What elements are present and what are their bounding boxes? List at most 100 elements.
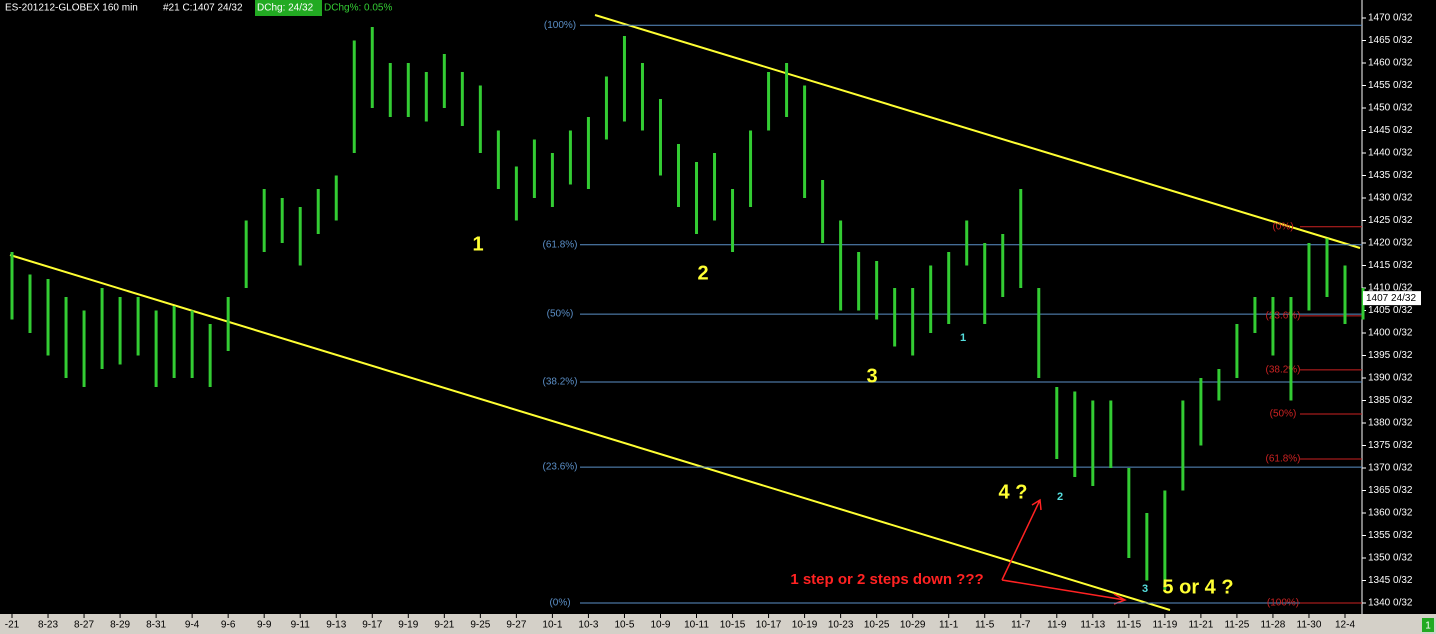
x-axis-strip — [0, 614, 1436, 634]
y-tick-label: 1455 0/32 — [1368, 80, 1413, 91]
annotation: 3 — [1142, 583, 1148, 595]
x-tick-label: 11-30 — [1297, 620, 1322, 631]
annotation: 3 — [866, 365, 877, 387]
annotation: 1 step or 2 steps down ??? — [790, 571, 983, 588]
y-tick-label: 1425 0/32 — [1368, 215, 1413, 226]
fib-label: (38.2%) — [542, 377, 577, 388]
x-tick-label: 11-7 — [1011, 620, 1031, 631]
x-tick-label: 11-5 — [975, 620, 995, 631]
x-tick-label: 9-13 — [326, 620, 346, 631]
x-tick-label: 12-4 — [1335, 620, 1355, 631]
y-tick-label: 1355 0/32 — [1368, 530, 1413, 541]
x-tick-label: 11-1 — [939, 620, 959, 631]
x-tick-label: 10-3 — [578, 620, 598, 631]
annotation: 1 — [472, 233, 483, 255]
y-tick-label: 1365 0/32 — [1368, 485, 1413, 496]
fib-label: (38.2%) — [1265, 365, 1300, 376]
header-field: #21 C:1407 24/32 — [163, 3, 243, 14]
y-tick-label: 1445 0/32 — [1368, 125, 1413, 136]
x-tick-label: 8-23 — [38, 620, 58, 631]
x-tick-label: 10-25 — [864, 620, 890, 631]
x-tick-label: 10-29 — [900, 620, 926, 631]
y-tick-label: 1405 0/32 — [1368, 305, 1413, 316]
y-tick-label: 1450 0/32 — [1368, 103, 1413, 114]
fib-label: (0%) — [549, 598, 570, 609]
x-tick-label: 11-21 — [1188, 620, 1213, 631]
x-tick-label: 9-4 — [185, 620, 200, 631]
y-tick-label: 1415 0/32 — [1368, 260, 1413, 271]
x-tick-label: 11-28 — [1261, 620, 1286, 631]
fib-label: (61.8%) — [542, 239, 577, 250]
y-tick-label: 1410 0/32 — [1368, 283, 1413, 294]
corner-badge — [1422, 618, 1434, 632]
x-tick-label: 9-11 — [291, 620, 311, 631]
header-badge — [255, 0, 322, 16]
x-tick-label: 9-17 — [362, 620, 382, 631]
x-tick-label: 10-5 — [614, 620, 634, 631]
fib-label: (100%) — [544, 20, 576, 31]
annotation: 1 — [960, 332, 966, 344]
y-tick-label: 1345 0/32 — [1368, 575, 1413, 586]
annotation: 2 — [1057, 491, 1063, 503]
last-price-box — [1363, 291, 1421, 306]
y-tick-label: 1375 0/32 — [1368, 440, 1413, 451]
x-tick-label: 9-9 — [257, 620, 272, 631]
x-tick-label: 11-15 — [1116, 620, 1141, 631]
y-tick-label: 1370 0/32 — [1368, 463, 1413, 474]
y-tick-label: 1350 0/32 — [1368, 553, 1413, 564]
x-tick-label: 9-27 — [506, 620, 526, 631]
x-tick-label: 10-11 — [684, 620, 709, 631]
header-title: ES-201212-GLOBEX 160 min — [5, 3, 138, 14]
y-tick-label: 1430 0/32 — [1368, 193, 1413, 204]
x-tick-label: 11-25 — [1224, 620, 1249, 631]
x-tick-label: 11-19 — [1152, 620, 1177, 631]
x-tick-label: 8-31 — [146, 620, 166, 631]
y-tick-label: 1340 0/32 — [1368, 598, 1413, 609]
x-tick-label: 10-19 — [792, 620, 818, 631]
y-tick-label: 1395 0/32 — [1368, 350, 1413, 361]
y-tick-label: 1420 0/32 — [1368, 238, 1413, 249]
x-tick-label: 11-13 — [1080, 620, 1105, 631]
annotation: 2 — [697, 262, 708, 284]
x-tick-label: 10-23 — [828, 620, 854, 631]
y-tick-label: 1380 0/32 — [1368, 418, 1413, 429]
trend-line — [9, 254, 1171, 611]
fib-label: (50%) — [547, 309, 574, 320]
header-field: DChg: 24/32 — [257, 3, 314, 14]
fib-label: (61.8%) — [1265, 454, 1300, 465]
x-tick-label: -21 — [5, 620, 20, 631]
fib-label: (23.6%) — [542, 462, 577, 473]
y-tick-label: 1470 0/32 — [1368, 13, 1413, 24]
trend-line — [594, 14, 1361, 249]
y-tick-label: 1360 0/32 — [1368, 508, 1413, 519]
x-tick-label: 9-21 — [434, 620, 454, 631]
x-tick-label: 9-19 — [398, 620, 418, 631]
x-tick-label: 8-29 — [110, 620, 130, 631]
fib-label: (23.6%) — [1265, 311, 1300, 322]
y-tick-label: 1390 0/32 — [1368, 373, 1413, 384]
x-tick-label: 11-9 — [1047, 620, 1067, 631]
x-tick-label: 10-1 — [542, 620, 562, 631]
fib-label: (0%) — [1272, 221, 1293, 232]
header-field: DChg%: 0.05% — [324, 3, 392, 14]
x-tick-label: 10-9 — [650, 620, 670, 631]
y-tick-label: 1465 0/32 — [1368, 35, 1413, 46]
x-tick-label: 10-17 — [756, 620, 782, 631]
arrow — [1001, 498, 1042, 581]
y-tick-label: 1385 0/32 — [1368, 395, 1413, 406]
y-tick-label: 1400 0/32 — [1368, 328, 1413, 339]
x-tick-label: 9-25 — [470, 620, 490, 631]
last-price-label: 1407 24/32 — [1366, 293, 1416, 304]
x-tick-label: 9-6 — [221, 620, 236, 631]
annotation: 4 ? — [999, 481, 1028, 503]
y-tick-label: 1440 0/32 — [1368, 148, 1413, 159]
fib-label: (50%) — [1270, 409, 1297, 420]
y-tick-label: 1460 0/32 — [1368, 58, 1413, 69]
fib-label: (100%) — [1267, 598, 1299, 609]
y-tick-label: 1435 0/32 — [1368, 170, 1413, 181]
x-tick-label: 8-27 — [74, 620, 94, 631]
annotation: 5 or 4 ? — [1162, 576, 1233, 598]
